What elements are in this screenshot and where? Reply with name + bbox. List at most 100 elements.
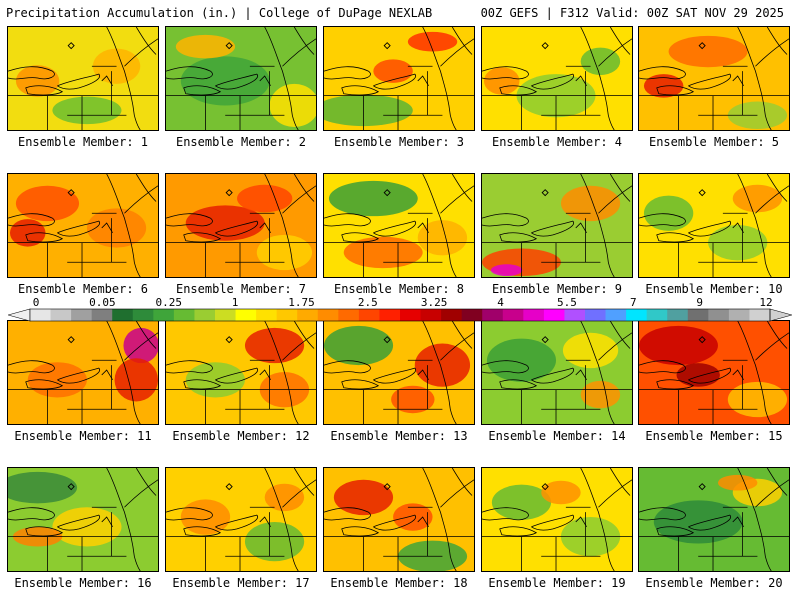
colorbar-tick-label: 1.75	[288, 296, 315, 309]
colorbar-tick-label: 7	[629, 296, 637, 309]
ensemble-member-label: Ensemble Member: 19	[488, 576, 626, 590]
colorbar-swatch	[441, 309, 463, 321]
map-outline	[766, 174, 788, 202]
map-outline	[124, 332, 158, 361]
map-outline	[598, 185, 632, 214]
map-outline	[101, 75, 113, 87]
ensemble-map-4	[481, 26, 633, 131]
station-marker	[541, 42, 549, 50]
precip-blob	[328, 180, 418, 217]
map-outline	[639, 213, 686, 227]
precip-blob	[391, 385, 435, 414]
colorbar-tick-label: 12	[759, 296, 773, 309]
station-marker	[225, 189, 233, 197]
map-outline	[324, 507, 371, 521]
ensemble-map-10	[638, 173, 790, 278]
ensemble-map-20	[638, 467, 790, 572]
precip-blob	[643, 195, 694, 231]
map-outline	[106, 27, 141, 130]
map-outline	[580, 27, 615, 130]
colorbar-swatch	[523, 309, 545, 321]
map-outline	[166, 213, 213, 227]
map-outline	[531, 73, 575, 90]
colorbar-swatch	[235, 309, 257, 321]
ensemble-member-label: Ensemble Member: 7	[175, 282, 307, 296]
map-outline	[598, 332, 632, 361]
precip-blob	[580, 47, 621, 76]
map-outline	[440, 332, 474, 361]
map-outline	[293, 174, 315, 202]
colorbar-swatch	[646, 309, 668, 321]
colorbar-swatch	[667, 309, 689, 321]
map-outline	[766, 468, 788, 496]
colorbar-swatch	[112, 309, 134, 321]
map-outline	[531, 514, 575, 531]
map-outline	[656, 526, 695, 537]
map-outline	[417, 75, 429, 87]
colorbar-swatch	[728, 309, 750, 321]
colorbar-tick-label: 9	[696, 296, 703, 309]
colorbar-swatch	[708, 309, 730, 321]
map-outline	[264, 27, 299, 130]
ensemble-member-label: Ensemble Member: 2	[175, 135, 307, 149]
map-outline	[259, 75, 271, 87]
ensemble-map-8	[323, 173, 475, 278]
map-outline	[580, 468, 615, 571]
colorbar-swatch	[50, 309, 72, 321]
map-outline	[732, 516, 744, 528]
map-outline	[656, 379, 695, 390]
colorbar-swatch	[91, 309, 113, 321]
colorbar-swatch	[71, 309, 93, 321]
map-outline	[422, 321, 457, 424]
map-outline	[598, 38, 632, 67]
map-outline	[417, 516, 429, 528]
map-outline	[732, 369, 744, 381]
map-outline	[755, 185, 789, 214]
map-outline	[737, 468, 772, 571]
ensemble-member-label: Ensemble Member: 14	[488, 429, 626, 443]
map-outline	[575, 369, 587, 381]
ensemble-member-label: Ensemble Member: 8	[333, 282, 465, 296]
colorbar-swatch	[297, 309, 319, 321]
colorbar-low-arrow	[8, 308, 31, 322]
map-outline	[341, 526, 380, 537]
precip-blob	[414, 343, 471, 387]
map-outline	[282, 479, 316, 508]
map-outline	[531, 220, 575, 237]
map-outline	[499, 379, 538, 390]
map-outline	[609, 27, 631, 55]
map-outline	[580, 321, 615, 424]
map-outline	[417, 222, 429, 234]
station-marker	[383, 189, 391, 197]
map-outline	[124, 479, 158, 508]
precip-blob	[668, 35, 748, 68]
ensemble-map-1	[7, 26, 159, 131]
ensemble-member-label: Ensemble Member: 20	[645, 576, 783, 590]
precip-blob	[580, 380, 621, 409]
map-outline	[57, 367, 101, 384]
map-outline	[259, 369, 271, 381]
ensemble-map-15	[638, 320, 790, 425]
ensemble-member-label: Ensemble Member: 11	[14, 429, 152, 443]
map-outline	[135, 27, 157, 55]
map-outline	[101, 222, 113, 234]
map-outline	[766, 27, 788, 55]
ensemble-map-2	[165, 26, 317, 131]
map-outline	[422, 468, 457, 571]
colorbar-swatch	[358, 309, 380, 321]
map-outline	[166, 360, 213, 374]
colorbar-swatch	[605, 309, 627, 321]
station-marker	[698, 42, 706, 50]
colorbar-tick-label: 2.5	[357, 296, 378, 309]
map-outline	[57, 220, 101, 237]
map-outline	[656, 232, 695, 243]
precip-blob	[717, 474, 758, 491]
precip-blob	[269, 83, 316, 128]
map-outline	[282, 185, 316, 214]
colorbar-swatch	[749, 309, 771, 321]
precip-blob	[114, 358, 158, 402]
colorbar-swatch	[461, 309, 483, 321]
map-outline	[183, 526, 222, 537]
map-outline	[324, 360, 371, 374]
map-outline	[609, 174, 631, 202]
